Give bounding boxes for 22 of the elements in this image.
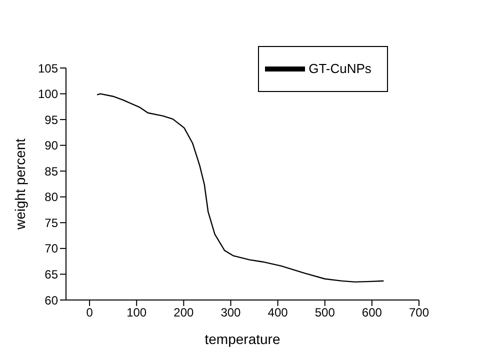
- x-tick-label: 200: [174, 306, 194, 320]
- x-tick-label: 400: [268, 306, 288, 320]
- x-tick-label: 300: [220, 306, 242, 320]
- y-tick-label: 85: [44, 164, 58, 178]
- x-tick-label: 500: [314, 306, 336, 320]
- y-axis-title: weight percent: [12, 138, 28, 231]
- y-tick-label: 75: [44, 216, 58, 230]
- x-axis-title: temperature: [204, 331, 280, 347]
- y-tick-label: 80: [44, 190, 58, 204]
- y-tick-label: 105: [38, 61, 58, 76]
- y-tick-label: 95: [44, 112, 58, 127]
- y-tick-label: 65: [44, 267, 58, 282]
- legend-label: GT-CuNPs: [308, 61, 372, 76]
- x-tick-label: 0: [86, 306, 94, 320]
- y-tick-label: 100: [38, 87, 58, 102]
- y-tick-label: 90: [44, 138, 58, 153]
- y-tick-label: 60: [44, 293, 58, 308]
- y-tick-label: 70: [44, 242, 58, 256]
- x-tick-label: 700: [408, 306, 430, 320]
- line-series: [96, 93, 384, 283]
- x-tick-label: 600: [362, 306, 382, 320]
- x-tick-label: 100: [126, 306, 147, 320]
